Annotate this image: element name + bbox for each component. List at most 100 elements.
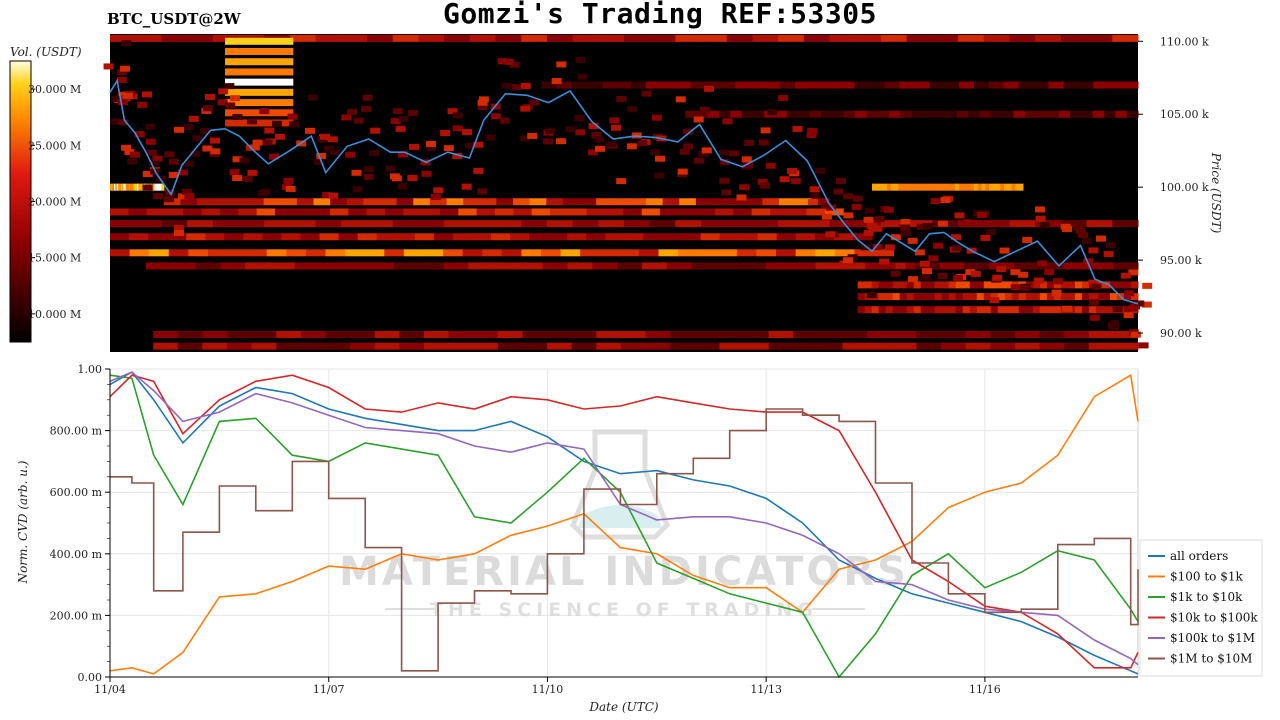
- heat-cell: [863, 216, 874, 223]
- heat-cell: [117, 99, 128, 106]
- heat-cell: [249, 144, 260, 151]
- y-tick-label: 200.00 m: [50, 609, 103, 622]
- heat-cell: [920, 306, 929, 314]
- heat-cell: [623, 208, 643, 216]
- heat-cell: [751, 208, 771, 216]
- heat-cell: [675, 34, 702, 42]
- heat-cell: [626, 143, 637, 150]
- heat-cell: [1060, 281, 1069, 289]
- heat-cell: [1108, 81, 1124, 89]
- heat-cell: [447, 108, 458, 115]
- heat-cell: [610, 124, 621, 131]
- heat-cell: [390, 118, 401, 125]
- heat-cell: [426, 140, 437, 147]
- heat-cell: [329, 208, 349, 216]
- heat-cell: [423, 249, 444, 257]
- x-tick-label: 11/16: [969, 683, 1001, 696]
- heat-cell: [496, 198, 514, 206]
- heat-cell: [986, 229, 997, 236]
- heat-cell: [730, 110, 743, 118]
- heat-cell: [779, 176, 790, 183]
- heat-cell: [955, 306, 964, 314]
- heat-cell: [217, 99, 228, 106]
- heat-cell: [976, 281, 985, 289]
- heat-cell: [833, 233, 854, 241]
- heat-cell: [225, 99, 294, 107]
- heat-cell: [186, 233, 206, 241]
- heat-cell: [757, 178, 768, 185]
- heat-cell: [1014, 342, 1041, 350]
- heat-cell: [187, 34, 214, 42]
- heat-cell: [881, 220, 908, 228]
- heat-cell: [834, 249, 855, 257]
- heat-cell: [887, 183, 892, 191]
- heat-cell: [1088, 306, 1097, 314]
- heat-cell: [230, 198, 248, 206]
- heat-cell: [579, 198, 597, 206]
- heat-cell: [795, 249, 816, 257]
- heat-cell: [116, 183, 119, 191]
- heat-cell: [934, 110, 947, 118]
- heat-cell: [1109, 293, 1118, 301]
- heat-cell: [878, 281, 887, 289]
- heat-cell: [418, 34, 445, 42]
- heat-cell: [1103, 251, 1114, 258]
- heat-cell: [587, 149, 598, 156]
- heat-cell: [531, 208, 551, 216]
- heat-cell: [473, 342, 499, 350]
- heat-cell: [1091, 283, 1102, 290]
- heat-cell: [305, 249, 326, 257]
- heat-cell: [259, 108, 270, 115]
- heat-cell: [153, 342, 179, 350]
- heat-cell: [892, 281, 901, 289]
- heat-cell: [468, 262, 494, 270]
- heat-cell: [943, 183, 948, 191]
- heat-cell: [983, 293, 992, 301]
- heat-cell: [694, 330, 720, 338]
- heat-cell: [906, 306, 915, 314]
- heat-cell: [936, 183, 941, 191]
- heat-cell: [1004, 281, 1013, 289]
- heat-cell: [330, 198, 348, 206]
- heat-cell: [115, 183, 118, 191]
- heat-cell: [941, 330, 967, 338]
- heat-cell: [182, 188, 193, 195]
- heat-cell: [937, 220, 948, 227]
- heat-cell: [135, 34, 162, 42]
- heat-cell: [385, 165, 396, 172]
- heat-cell: [529, 233, 549, 241]
- heat-cell: [362, 94, 373, 101]
- heat-cell: [916, 330, 942, 338]
- heat-cell: [655, 155, 666, 162]
- heat-cell: [120, 183, 123, 191]
- heat-cell: [928, 183, 933, 191]
- heat-cell: [871, 306, 880, 314]
- heat-cell: [1048, 81, 1064, 89]
- heat-cell: [251, 330, 277, 338]
- heat-cell: [146, 208, 166, 216]
- heat-cell: [902, 183, 907, 191]
- heat-cell: [430, 194, 441, 201]
- heat-cell: [892, 293, 901, 301]
- heat-cell: [691, 262, 717, 270]
- cvd-x-axis: 11/04 11/07 11/10 11/13 11/16: [94, 676, 1138, 696]
- heat-cell: [258, 190, 269, 197]
- heat-cell: [992, 274, 1003, 281]
- heat-cell: [612, 198, 630, 206]
- heat-cell: [392, 34, 419, 42]
- heat-cell: [1004, 183, 1009, 191]
- heat-cell: [863, 230, 874, 237]
- heat-cell: [650, 149, 661, 156]
- heat-cell: [693, 157, 704, 164]
- heat-cell: [852, 233, 873, 241]
- heat-cell: [729, 198, 747, 206]
- heat-cell: [1002, 110, 1014, 118]
- heat-cell: [694, 342, 720, 350]
- heat-cell: [363, 165, 374, 172]
- heat-cell: [226, 342, 253, 350]
- heat-cell: [330, 149, 341, 156]
- heat-cell: [1098, 293, 1109, 300]
- heat-cell: [927, 281, 936, 289]
- heat-cell: [1089, 314, 1100, 321]
- heat-cell: [399, 342, 425, 350]
